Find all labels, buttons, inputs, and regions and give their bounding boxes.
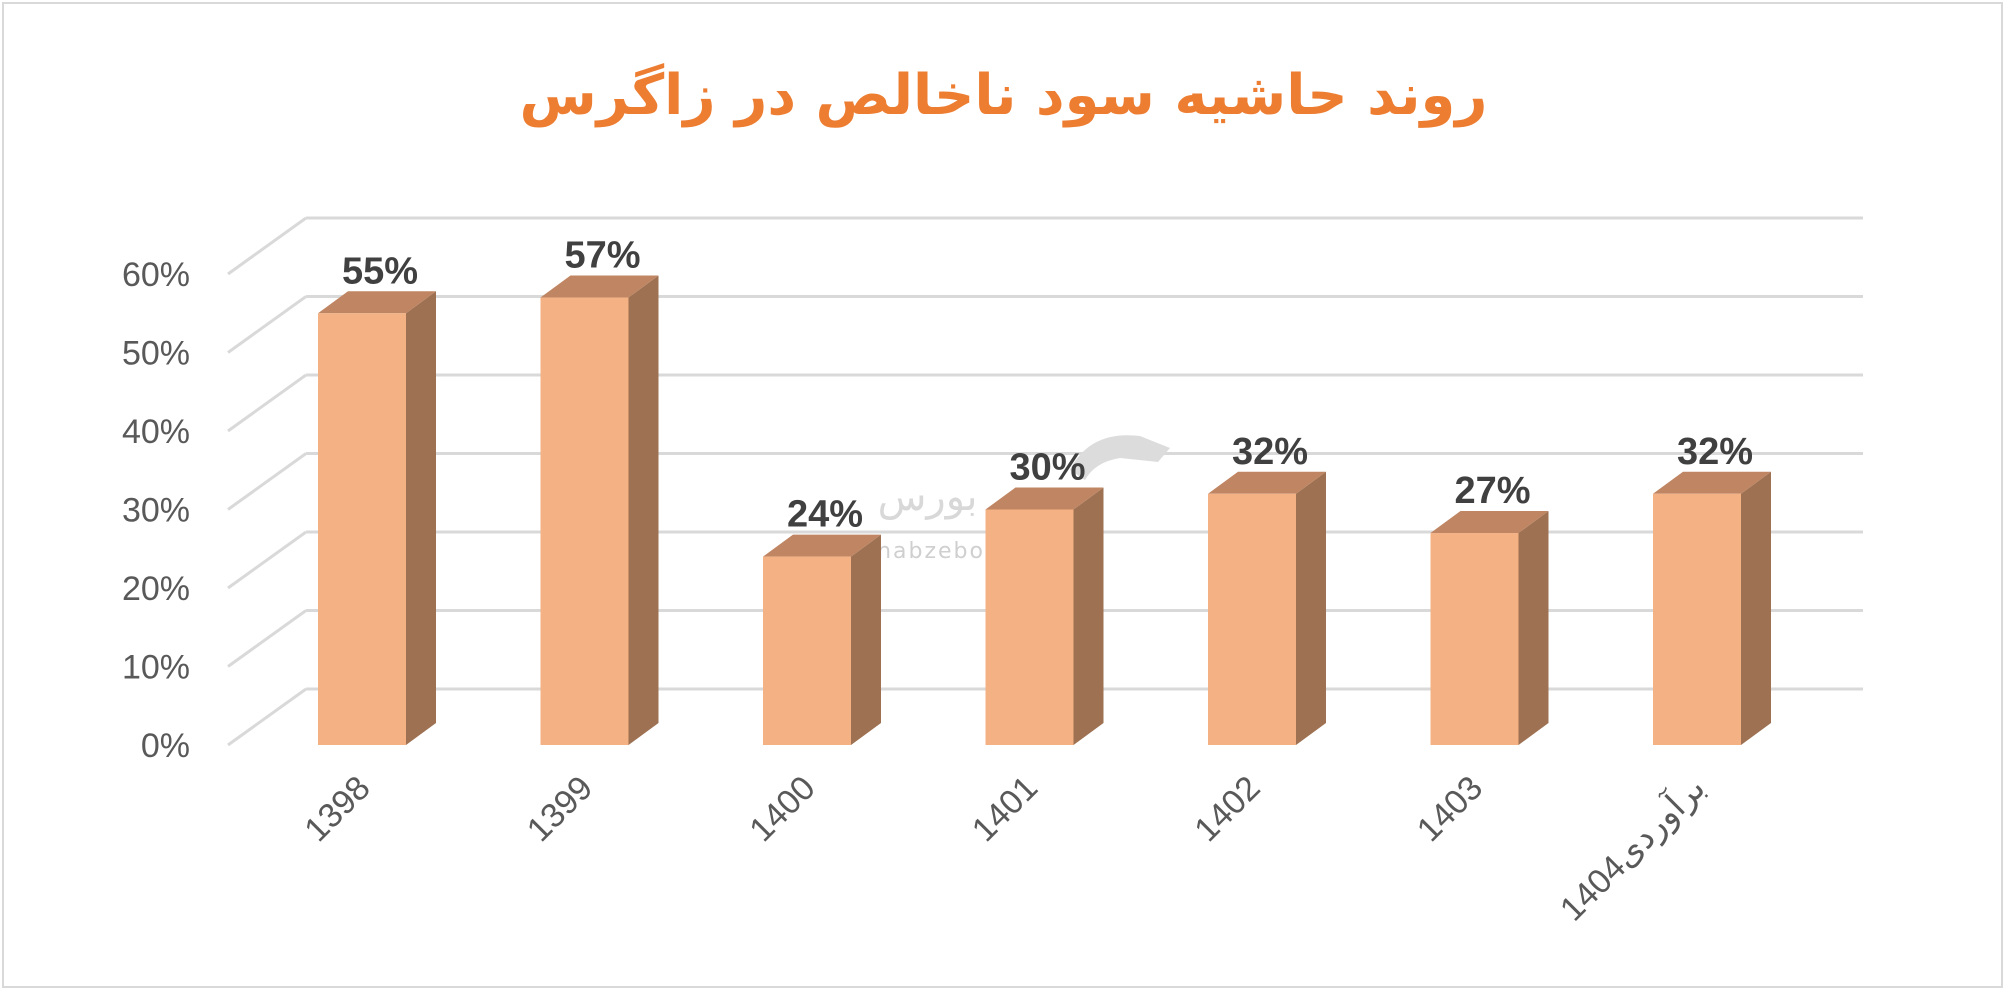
bar-side <box>1518 511 1549 745</box>
bar <box>1430 533 1519 745</box>
bar-top <box>540 275 659 298</box>
bar-top <box>1208 471 1326 494</box>
y-tick-label: 40% <box>122 413 190 451</box>
y-tick-label: 50% <box>122 335 190 373</box>
category-label: 1404برآوردی <box>1552 767 1714 929</box>
bar-side <box>851 534 881 745</box>
bar <box>1653 493 1741 745</box>
bar-top <box>318 291 436 314</box>
data-labels: 55% 57% 24% 30% 32% 27% 32% <box>342 235 1753 536</box>
data-label: 32% <box>1232 431 1308 473</box>
category-label: 1403 <box>1410 769 1490 849</box>
bar <box>763 556 851 745</box>
bull-logo-icon <box>1070 435 1170 480</box>
bar-top <box>763 534 881 557</box>
bar-top <box>1653 471 1771 494</box>
bar-side <box>1073 487 1104 745</box>
bar-side <box>1296 471 1326 745</box>
data-label: 32% <box>1677 431 1753 473</box>
gridline-diagonal <box>227 530 307 590</box>
gridline-diagonal <box>227 687 307 747</box>
y-axis: 0% 10% 20% 30% 40% 50% 60% <box>122 256 190 765</box>
y-tick-label: 30% <box>122 492 190 530</box>
data-label: 55% <box>342 250 418 292</box>
bar <box>540 297 629 745</box>
bar-side <box>628 275 659 745</box>
bar-side <box>406 291 436 745</box>
gridline-diagonal <box>227 452 307 511</box>
gridline-diagonal <box>227 216 307 276</box>
category-label: 1399 <box>520 769 600 849</box>
chart-title: روند حاشیه سود ناخالص در زاگرس <box>519 63 1488 128</box>
bar-top <box>985 487 1104 510</box>
data-label: 27% <box>1454 470 1530 512</box>
category-label: 1398 <box>297 769 377 849</box>
bars <box>318 275 1771 745</box>
gridline-diagonal <box>227 373 307 433</box>
category-label: 1401 <box>965 769 1045 849</box>
bar-side <box>1741 471 1771 745</box>
data-label: 24% <box>787 494 863 536</box>
y-tick-label: 10% <box>122 649 190 687</box>
data-label: 30% <box>1009 447 1085 489</box>
data-label: 57% <box>564 235 640 277</box>
gridline-diagonal <box>227 609 307 668</box>
bar <box>1208 493 1296 745</box>
bar <box>318 313 406 745</box>
y-tick-label: 0% <box>141 727 190 765</box>
gridline-diagonal <box>227 295 307 354</box>
x-axis: 1398 1399 1400 1401 1402 1403 1404برآوردی <box>297 767 1713 929</box>
category-label: 1402 <box>1187 769 1267 849</box>
category-label: 1400 <box>742 769 822 849</box>
y-tick-label: 20% <box>122 570 190 608</box>
bar-top <box>1430 511 1549 534</box>
bar <box>985 509 1074 745</box>
y-tick-label: 60% <box>122 256 190 294</box>
